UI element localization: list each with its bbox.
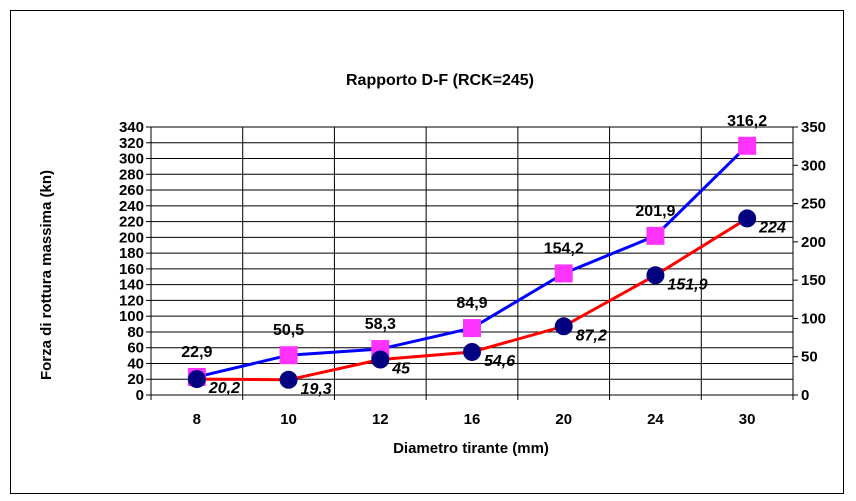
x-tick-label: 20 <box>555 411 572 428</box>
y-right-tick-label: 0 <box>801 387 809 404</box>
series-1-data-label: 201,9 <box>635 203 675 220</box>
series-2-point <box>279 370 298 389</box>
series-1-point <box>738 136 757 155</box>
series-1-point <box>279 346 298 365</box>
chart-title: Rapporto D-F (RCK=245) <box>346 72 534 89</box>
y-right-tick-label: 300 <box>801 157 826 174</box>
y-right-tick-label: 250 <box>801 196 826 213</box>
series-1-data-label: 154,2 <box>544 240 584 257</box>
x-tick-label: 24 <box>647 411 664 428</box>
series-2-point <box>738 209 757 228</box>
series-1-line <box>196 144 749 379</box>
y-left-tick-label: 20 <box>127 371 144 388</box>
y-right-tick-label: 100 <box>801 310 826 327</box>
y-right-tick-label: 200 <box>801 234 826 251</box>
series-2-data-label: 19,3 <box>301 381 332 398</box>
y-left-tick-label: 40 <box>127 355 144 372</box>
y-left-tick-label: 300 <box>119 151 144 168</box>
series-1-point <box>646 226 665 245</box>
series-1-data-label: 22,9 <box>181 344 212 361</box>
x-tick-label: 30 <box>739 411 756 428</box>
y-left-tick-label: 240 <box>119 198 144 215</box>
series-2-point <box>187 370 206 389</box>
x-tick-label: 16 <box>464 411 481 428</box>
series-2-point <box>646 266 665 285</box>
series-markers <box>187 136 757 389</box>
y-left-tick-label: 200 <box>119 229 144 246</box>
y-left-tick-label: 260 <box>119 182 144 199</box>
y-left-tick-label: 320 <box>119 135 144 152</box>
series-1-point <box>463 319 481 338</box>
series-1-data-label: 50,5 <box>273 322 304 339</box>
series-2-point <box>371 350 390 369</box>
x-tick-label: 12 <box>372 411 389 428</box>
series-1-data-label: 316,2 <box>727 113 767 130</box>
y-left-tick-label: 60 <box>127 340 144 357</box>
series-2-data-label: 20,2 <box>208 380 240 397</box>
y-left-tick-label: 220 <box>119 214 144 231</box>
data-labels: 22,9 50,5 58,3 84,9 154,2 201,9 316,2 20,2 19,3 4… <box>181 113 786 398</box>
y-right-tick-label: 50 <box>801 349 818 366</box>
series-2-data-label: 45 <box>391 361 411 378</box>
y-left-tick-label: 140 <box>119 277 144 294</box>
y-left-tick-label: 180 <box>119 245 144 262</box>
axes: 0204060801001201401601802002202402602803… <box>119 119 826 428</box>
y-left-tick-label: 0 <box>136 387 144 404</box>
chart-frame: Rapporto D-F (RCK=245) 0 20 40 60 80 100 120 14… <box>10 10 844 494</box>
x-tick-label: 8 <box>193 411 201 428</box>
y-left-tick-label: 120 <box>119 292 144 309</box>
series-2-data-label: 224 <box>758 219 786 236</box>
series-2-point <box>463 342 481 361</box>
series-1-point <box>554 264 573 283</box>
series-1-data-label: 58,3 <box>365 316 396 333</box>
series-2-data-label: 151,9 <box>667 276 707 293</box>
y-left-tick-label: 80 <box>127 324 144 341</box>
chart-svg: Rapporto D-F (RCK=245) 02040608010012014… <box>38 72 826 457</box>
series-1-data-label: 84,9 <box>456 295 487 312</box>
plot-area-border <box>150 126 794 396</box>
y-axis-title: Forza di rottura massima (kn) <box>38 170 55 380</box>
x-axis-title: Diametro tirante (mm) <box>393 440 549 457</box>
series-2-point <box>554 317 573 336</box>
series-2-data-label: 54,6 <box>484 353 515 370</box>
y-right-tick-label: 150 <box>801 272 826 289</box>
y-right-tick-label: 350 <box>801 119 826 136</box>
x-tick-label: 10 <box>280 411 297 428</box>
y-left-tick-label: 160 <box>119 261 144 278</box>
y-left-tick-label: 100 <box>119 308 144 325</box>
y-left-tick-label: 340 <box>119 119 144 136</box>
series-2-data-label: 87,2 <box>576 327 607 344</box>
y-left-tick-label: 280 <box>119 166 144 183</box>
